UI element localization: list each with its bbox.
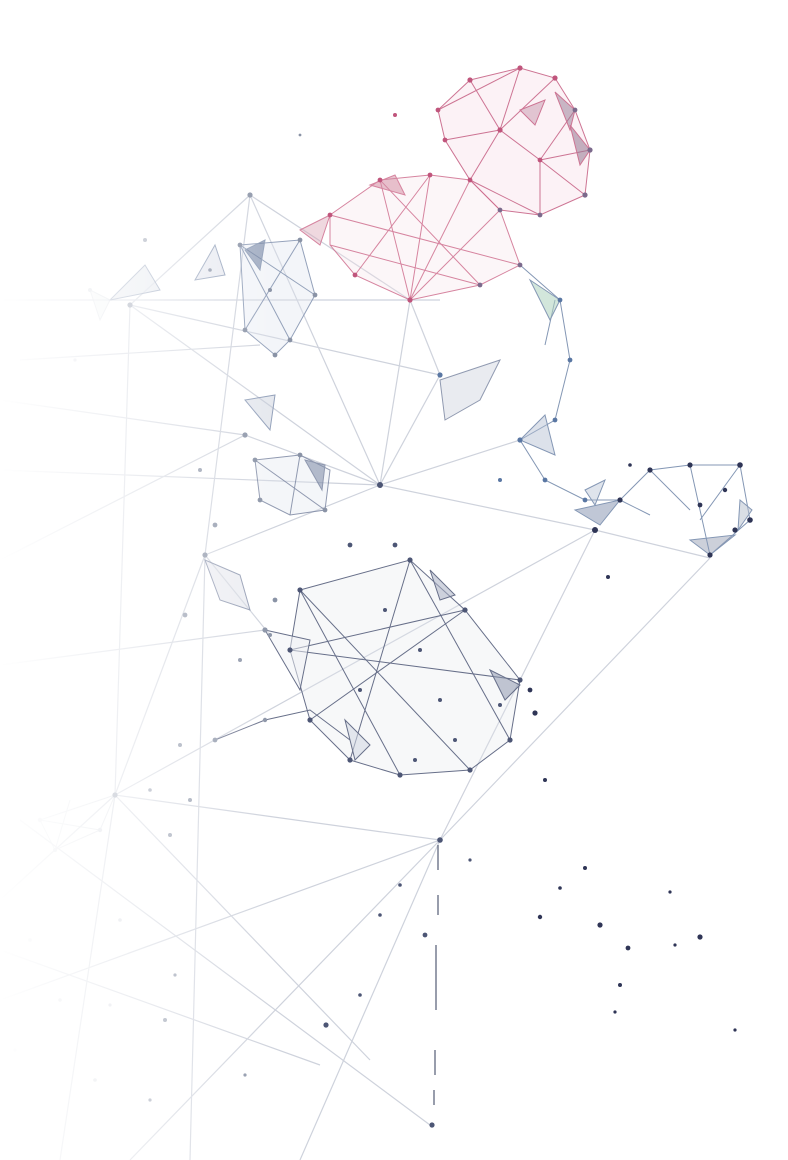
wireframe-illustration (0, 0, 788, 1160)
left-fade-overlay (0, 0, 788, 1160)
polygon-network-art (0, 0, 788, 1160)
